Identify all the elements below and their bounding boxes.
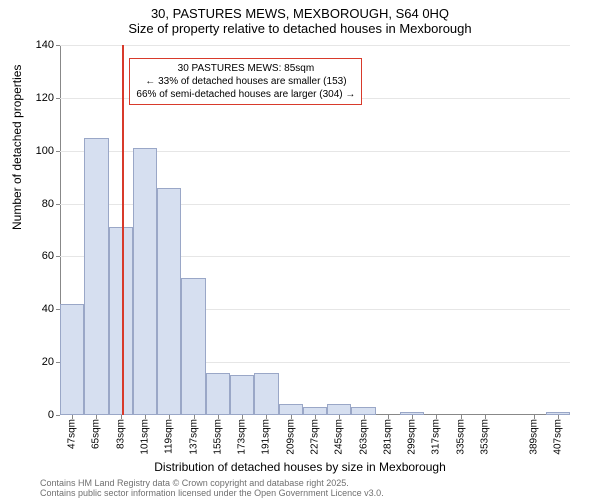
xtick-label: 263sqm xyxy=(358,419,369,455)
ytick-mark xyxy=(56,204,60,205)
xtick-label: 245sqm xyxy=(334,419,345,455)
xtick-label: 209sqm xyxy=(285,419,296,455)
xtick-label: 155sqm xyxy=(212,419,223,455)
xtick-label: 47sqm xyxy=(67,419,78,449)
xtick-label: 227sqm xyxy=(310,419,321,455)
ytick-label: 120 xyxy=(36,92,54,104)
histogram-bar xyxy=(60,304,84,415)
ytick-label: 80 xyxy=(42,198,54,210)
ytick-mark xyxy=(56,98,60,99)
footer-attribution: Contains HM Land Registry data © Crown c… xyxy=(40,478,384,499)
histogram-bar xyxy=(157,188,181,415)
annotation-line1: 30 PASTURES MEWS: 85sqm xyxy=(136,62,355,75)
ytick-label: 0 xyxy=(48,409,54,421)
ytick-label: 60 xyxy=(42,250,54,262)
plot-area: 02040608010012014047sqm65sqm83sqm101sqm1… xyxy=(60,45,570,415)
xtick-label: 281sqm xyxy=(382,419,393,455)
ytick-label: 100 xyxy=(36,145,54,157)
ytick-mark xyxy=(56,45,60,46)
histogram-bar xyxy=(84,138,108,416)
xtick-label: 65sqm xyxy=(91,419,102,449)
xtick-label: 353sqm xyxy=(480,419,491,455)
xtick-label: 101sqm xyxy=(140,419,151,455)
histogram-bar xyxy=(181,278,205,415)
footer-line2: Contains public sector information licen… xyxy=(40,488,384,498)
gridline xyxy=(60,45,570,46)
xtick-label: 407sqm xyxy=(552,419,563,455)
xtick-label: 299sqm xyxy=(407,419,418,455)
xtick-label: 173sqm xyxy=(237,419,248,455)
ytick-label: 140 xyxy=(36,39,54,51)
reference-line xyxy=(122,45,124,415)
chart-title-block: 30, PASTURES MEWS, MEXBOROUGH, S64 0HQ S… xyxy=(0,0,600,36)
x-axis-title: Distribution of detached houses by size … xyxy=(0,460,600,474)
histogram-bar xyxy=(279,404,303,415)
xtick-label: 317sqm xyxy=(431,419,442,455)
ytick-mark xyxy=(56,415,60,416)
histogram-bar xyxy=(303,407,327,415)
ytick-mark xyxy=(56,151,60,152)
ytick-mark xyxy=(56,256,60,257)
annotation-box: 30 PASTURES MEWS: 85sqm← 33% of detached… xyxy=(129,58,362,105)
histogram-bar xyxy=(133,148,157,415)
histogram-bar xyxy=(206,373,230,415)
xtick-label: 191sqm xyxy=(261,419,272,455)
histogram-bar xyxy=(230,375,254,415)
xtick-label: 137sqm xyxy=(188,419,199,455)
chart-title-line2: Size of property relative to detached ho… xyxy=(0,21,600,36)
annotation-line2: ← 33% of detached houses are smaller (15… xyxy=(136,75,355,88)
annotation-line3: 66% of semi-detached houses are larger (… xyxy=(136,88,355,101)
histogram-bar xyxy=(351,407,375,415)
histogram-bar xyxy=(109,227,133,415)
xtick-label: 83sqm xyxy=(115,419,126,449)
footer-line1: Contains HM Land Registry data © Crown c… xyxy=(40,478,384,488)
ytick-label: 20 xyxy=(42,356,54,368)
xtick-label: 335sqm xyxy=(455,419,466,455)
histogram-bar xyxy=(254,373,278,415)
histogram-bar xyxy=(327,404,351,415)
xtick-label: 389sqm xyxy=(528,419,539,455)
y-axis-title: Number of detached properties xyxy=(10,65,24,230)
chart-title-line1: 30, PASTURES MEWS, MEXBOROUGH, S64 0HQ xyxy=(0,6,600,21)
xtick-label: 119sqm xyxy=(164,419,175,454)
ytick-label: 40 xyxy=(42,303,54,315)
